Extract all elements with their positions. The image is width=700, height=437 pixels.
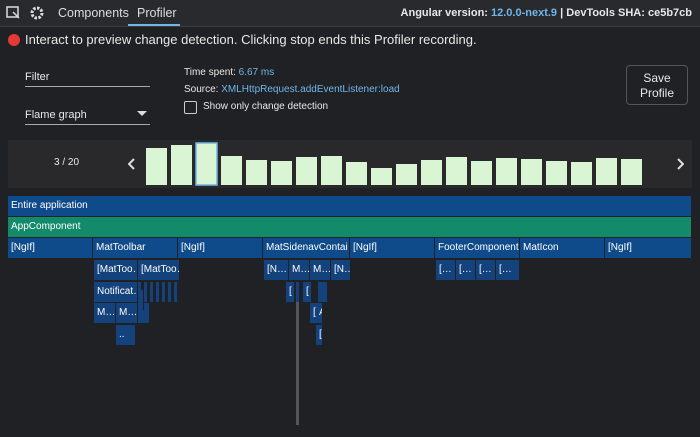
frame-chart [146,142,642,186]
flame-node[interactable]: [… [496,260,520,280]
flame-node[interactable]: [MatToo… [138,260,180,280]
flame-node[interactable]: M… [289,260,310,280]
frame-bar[interactable] [221,156,242,185]
flame-node[interactable]: FooterComponent [435,238,520,258]
frame-bar[interactable] [195,142,218,186]
flame-node-small[interactable] [156,282,160,302]
tab-underline [128,24,180,26]
frame-bar[interactable] [496,158,517,185]
flame-node[interactable]: M… [310,260,331,280]
frame-bar[interactable] [571,162,592,185]
flame-node[interactable]: MatIcon [520,238,605,258]
scroll-line [296,300,299,425]
flame-node[interactable]: [NgIf] [178,238,263,258]
dropdown-arrow [137,111,147,116]
flame-node[interactable]: MatToolbar [93,238,178,258]
flame-node-small[interactable] [168,282,172,302]
flame-node[interactable]: .. [116,325,136,345]
label: | DevTools SHA: [560,7,645,19]
flame-node[interactable]: [… [456,260,476,280]
flame-node[interactable]: [… [436,260,456,280]
frame-bar[interactable] [346,162,367,185]
flame-node[interactable]: [ [286,282,295,302]
flame-node-small[interactable] [138,290,144,310]
frame-bar[interactable] [146,148,167,185]
filter-input[interactable]: Filter [25,71,150,87]
frame-bar[interactable] [546,161,567,185]
flame-node[interactable]: [N… [331,260,351,280]
tab-active[interactable]: Profiler [137,6,177,20]
frame-counter: 3 / 20 [54,157,80,168]
frame-bar[interactable] [271,161,292,185]
flame-node[interactable]: AppComponent [8,217,692,237]
flame-node[interactable]: [N… [264,260,289,280]
flame-node[interactable]: [NgIf] [8,238,93,258]
flame-node-small[interactable] [150,282,154,302]
label: Source: [184,84,219,95]
source: Source: XMLHttpRequest.addEventListener:… [184,84,400,95]
flame-node[interactable]: M… [116,303,138,323]
label: Time spent: [184,67,236,78]
flame-node-small[interactable] [162,282,166,302]
flame-node[interactable]: [ [303,282,312,302]
frame-bar[interactable] [446,157,467,185]
inspect-icon[interactable] [6,6,20,20]
version-info: Angular version: 12.0.0-next.9 | DevTool… [401,7,692,19]
sha: ce5b7cb [647,7,692,19]
toolbar: Components Profiler Angular version: 12.… [0,0,700,27]
view-select[interactable]: Flame graph [25,109,150,125]
version: 12.0.0-next.9 [491,7,558,19]
frame-bar[interactable] [171,145,192,185]
frame-bar[interactable] [246,160,267,185]
flame-node[interactable]: [ [316,325,323,345]
flame-node[interactable]: M… [94,303,116,323]
frame-bar[interactable] [471,161,492,185]
record-stop[interactable] [8,34,20,46]
checkbox[interactable] [184,101,197,114]
checkbox-label: Show only change detection [203,101,329,112]
flame-node[interactable]: [NgIf] [605,238,692,258]
banner: Interact to preview change detection. Cl… [25,32,477,47]
frame-bar[interactable] [321,156,342,185]
frame-bar[interactable] [371,168,392,185]
value: XMLHttpRequest.addEventListener:load [221,84,400,95]
next-arrow[interactable] [676,158,684,170]
flame-node[interactable]: [… [476,260,496,280]
flame-node[interactable]: MatSidenavContai… [263,238,350,258]
tab[interactable]: Components [58,6,129,20]
flame-node-small[interactable] [174,282,178,302]
time-spent: Time spent: 6.67 ms [184,67,274,78]
flame-node[interactable]: A [316,303,323,323]
text: Save [643,71,671,85]
frame-bar[interactable] [521,159,542,185]
settings-icon[interactable] [30,6,44,20]
flame-node-small[interactable] [296,282,300,302]
flame-node[interactable]: [NgIf] [350,238,435,258]
flame-node-small[interactable] [318,282,328,302]
value: 6.67 ms [238,67,275,78]
flame-node[interactable]: [MatToo… [94,260,138,280]
save-button[interactable]: Save Profile [626,65,688,105]
flame-node[interactable]: Notificat… [94,282,138,302]
frame-bar[interactable] [421,160,442,185]
frame-bar[interactable] [621,159,642,185]
label: Angular version: [400,7,488,19]
flame-node[interactable]: Entire application [8,196,692,216]
frame-bar[interactable] [596,158,617,185]
prev-arrow[interactable] [128,158,136,170]
text: Profile [639,86,674,100]
frame-bar[interactable] [296,157,317,185]
flame-node-small[interactable] [144,282,148,302]
frame-bar[interactable] [396,164,417,185]
